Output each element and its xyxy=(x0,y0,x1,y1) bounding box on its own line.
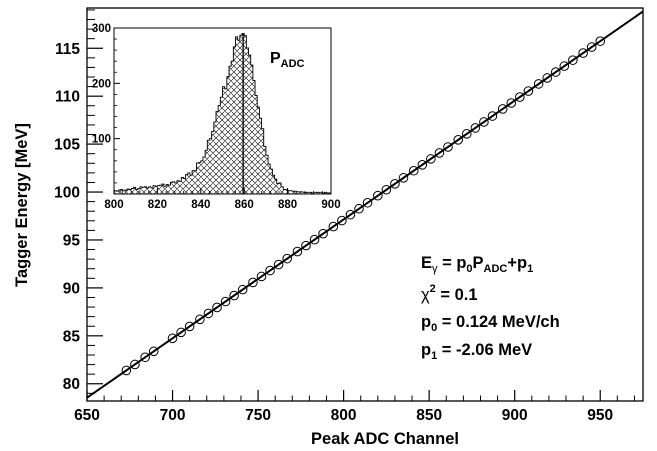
data-points xyxy=(121,36,606,376)
main-x-axis: 650 700 750 800 850 900 950 xyxy=(74,390,635,424)
data-point xyxy=(398,173,409,183)
x-tick-label: 750 xyxy=(245,407,271,424)
chi-square-label: χ2 = 0.1 xyxy=(421,283,478,304)
data-point xyxy=(256,271,267,282)
data-point xyxy=(487,111,498,121)
data-point xyxy=(470,123,481,133)
inset-x-tick-label: 900 xyxy=(321,199,340,211)
main-plot-frame xyxy=(86,7,644,402)
data-point xyxy=(354,203,364,214)
data-point xyxy=(318,228,328,239)
data-point xyxy=(362,197,373,208)
data-point xyxy=(220,296,231,307)
main-y-axis: 80 85 90 95 100 105 110 115 xyxy=(54,9,103,394)
data-point xyxy=(309,234,320,245)
data-point xyxy=(443,142,453,152)
y-tick-label: 110 xyxy=(55,89,80,106)
y-tick-label: 90 xyxy=(63,280,80,297)
data-point xyxy=(184,321,195,332)
data-point xyxy=(212,302,222,313)
data-point xyxy=(373,190,383,201)
data-point xyxy=(408,165,419,176)
data-point xyxy=(140,352,150,363)
y-tick-label: 100 xyxy=(54,185,80,202)
y-axis-label: Tagger Energy [MeV] xyxy=(13,123,31,287)
x-tick-label: 950 xyxy=(587,407,613,424)
data-point xyxy=(453,134,464,145)
data-point xyxy=(506,98,517,108)
x-tick-label: 800 xyxy=(331,407,357,424)
histogram-outline xyxy=(113,33,332,195)
x-axis-label: Peak ADC Channel xyxy=(311,430,459,448)
data-point xyxy=(229,290,239,301)
data-point xyxy=(130,359,140,370)
data-point xyxy=(461,129,472,139)
data-point xyxy=(345,209,356,220)
inset-frame xyxy=(113,27,332,195)
x-tick-label: 850 xyxy=(416,407,442,424)
histogram-fill xyxy=(114,33,331,195)
inset-x-axis: 800 820 840 860 880 900 xyxy=(104,188,341,211)
inset-y-tick-label: 200 xyxy=(92,78,111,90)
data-point xyxy=(515,92,525,102)
data-point xyxy=(533,79,544,89)
data-point xyxy=(586,42,597,52)
fit-line xyxy=(87,10,643,399)
data-point xyxy=(381,184,392,195)
y-tick-label: 85 xyxy=(63,328,81,345)
data-point xyxy=(328,221,339,232)
inset-y-tick-label: 300 xyxy=(92,23,111,35)
data-point xyxy=(434,148,445,158)
data-point xyxy=(337,215,347,226)
y-tick-label: 115 xyxy=(55,41,80,58)
data-point xyxy=(167,333,178,344)
data-point xyxy=(195,314,205,325)
data-point xyxy=(301,240,311,251)
y-tick-label: 95 xyxy=(63,232,81,249)
inset-y-tick-label: 100 xyxy=(92,134,111,146)
x-tick-label: 700 xyxy=(160,407,186,424)
data-point xyxy=(542,73,552,83)
data-point xyxy=(578,48,588,58)
peak-marker-label: PADC xyxy=(270,50,305,70)
p1-label: p1 = -2.06 MeV xyxy=(421,341,532,362)
data-point xyxy=(148,346,159,357)
inset-histogram: 800 820 840 860 880 900 100 200 300 PADC xyxy=(92,23,341,211)
inset-x-tick-label: 820 xyxy=(148,199,167,211)
data-point xyxy=(390,178,400,189)
inset-x-tick-label: 800 xyxy=(104,199,123,211)
data-point xyxy=(292,246,303,257)
inset-x-tick-label: 880 xyxy=(278,199,297,211)
data-point xyxy=(497,104,508,114)
x-tick-label: 650 xyxy=(74,407,100,424)
data-point xyxy=(237,284,248,295)
y-tick-label: 105 xyxy=(54,137,80,154)
inset-y-axis: 100 200 300 xyxy=(92,23,120,184)
fit-formula: Eγ = p0PADC+p1 xyxy=(421,254,533,275)
data-point xyxy=(176,327,186,338)
data-point xyxy=(121,365,132,376)
data-point xyxy=(523,86,534,96)
data-point xyxy=(248,277,258,288)
data-point xyxy=(550,67,561,77)
data-point xyxy=(559,61,570,71)
data-point xyxy=(203,308,214,319)
data-point xyxy=(417,160,428,170)
data-point xyxy=(568,55,578,65)
data-point xyxy=(265,265,275,276)
data-point xyxy=(426,154,436,164)
inset-x-tick-label: 860 xyxy=(235,199,254,211)
data-point xyxy=(595,36,606,46)
p0-label: p0 = 0.124 MeV/ch xyxy=(421,313,560,334)
data-point xyxy=(282,253,292,264)
data-point xyxy=(479,117,489,127)
inset-x-tick-label: 840 xyxy=(191,199,210,211)
fit-annotations: Eγ = p0PADC+p1 χ2 = 0.1 p0 = 0.124 MeV/c… xyxy=(421,254,560,362)
data-point xyxy=(273,259,284,270)
y-tick-label: 80 xyxy=(63,376,80,393)
x-tick-label: 900 xyxy=(502,407,528,424)
